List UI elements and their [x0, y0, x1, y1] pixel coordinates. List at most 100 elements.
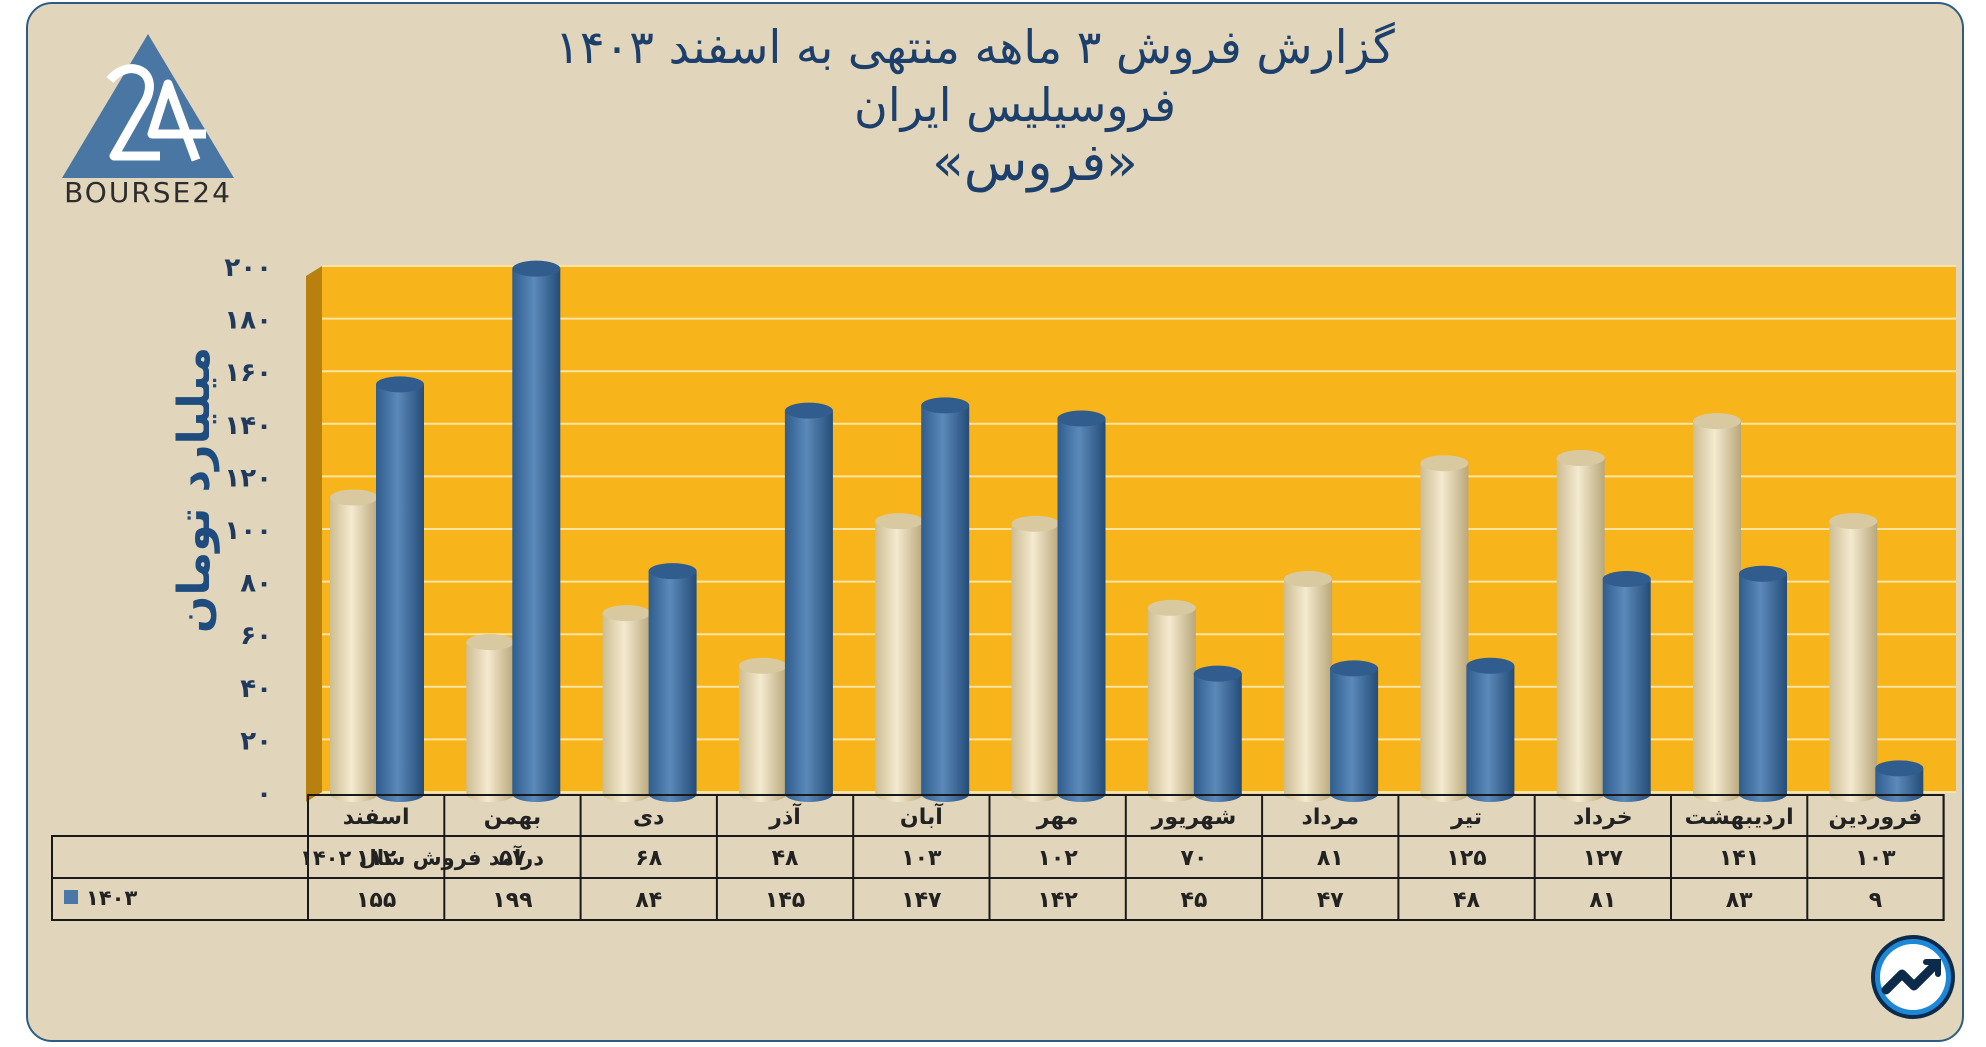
data-label-1403: ۴۸ [1453, 888, 1480, 913]
category-label: مهر [1036, 805, 1079, 830]
legend-1402-name: درآمد فروش سال ۱۴۰۲ [300, 845, 544, 870]
bar-1402-top [466, 634, 515, 651]
data-label-1402: ۱۰۳ [1855, 846, 1896, 871]
bar-1402-body [1011, 523, 1060, 802]
bar-1403 [1602, 570, 1651, 802]
bar-1402-body [1829, 521, 1878, 802]
category-label: آذر [768, 802, 801, 830]
data-label-1402: ۷۰ [1181, 846, 1208, 871]
bar-1402-body [466, 642, 515, 802]
bar-1403-top [1193, 665, 1242, 682]
data-label-1403: ۱۴۲ [1038, 888, 1079, 913]
y-tick-label: ۸۰ [240, 569, 272, 599]
category-label: آبان [900, 802, 943, 830]
data-label-1402: ۴۸ [772, 846, 799, 871]
data-label-1402: ۱۱۲ [356, 846, 397, 871]
bar-1402-top [330, 489, 378, 506]
data-label-1403: ۴۷ [1317, 888, 1344, 913]
data-label-1402: ۶۸ [635, 846, 662, 871]
logo-text: BOURSE24 [64, 176, 232, 209]
data-label-1403: ۸۳ [1726, 888, 1753, 913]
bar-1403-body [376, 384, 424, 802]
bar-1403-top [921, 397, 970, 414]
y-tick-label: ۱۲۰ [224, 463, 272, 493]
bar-1402-body [875, 521, 924, 802]
bar-1403-body [1193, 673, 1242, 802]
bar-1402-top [1829, 513, 1878, 530]
legend-1403-swatch [64, 890, 78, 904]
data-label-1403: ۸۴ [635, 888, 662, 913]
bar-1402 [1556, 449, 1605, 802]
bar-1402 [1693, 413, 1741, 802]
legend-1403-name: ۱۴۰۳ [86, 886, 137, 910]
y-tick-label: ۲۰۰ [224, 253, 272, 283]
title-line-1: گزارش فروش ۳ ماهه منتهی به اسفند ۱۴۰۳ [555, 20, 1395, 74]
bar-1402 [875, 513, 924, 802]
y-tick-label: ۰ [256, 779, 272, 809]
category-label: تیر [1450, 805, 1482, 830]
data-label-1402: ۵۷ [499, 846, 526, 871]
y-tick-label: ۱۰۰ [224, 516, 272, 546]
bar-1403-top [648, 563, 697, 580]
bar-1402-body [1693, 421, 1741, 802]
bar-1402 [1011, 515, 1060, 802]
bar-1403 [921, 397, 970, 802]
data-label-1403: ۹ [1869, 888, 1882, 913]
data-label-1402: ۱۰۲ [1038, 846, 1079, 871]
bar-1403 [376, 376, 424, 802]
category-label: اسفند [343, 805, 410, 830]
y-tick-label: ۴۰ [240, 674, 272, 704]
report-title: گزارش فروش ۳ ماهه منتهی به اسفند ۱۴۰۳ فر… [28, 18, 1962, 192]
bar-1403-top [512, 260, 561, 277]
bar-1402-body [738, 665, 787, 802]
bar-1402-top [1556, 449, 1605, 466]
y-tick-label: ۶۰ [240, 621, 272, 651]
bar-1403 [784, 402, 833, 802]
bar-1402 [1284, 570, 1333, 802]
trend-badge-icon [1871, 935, 1955, 1019]
category-label: شهریور [1151, 805, 1237, 830]
bar-1402-body [1556, 457, 1605, 802]
bar-1403-body [1739, 573, 1787, 802]
bar-1402 [602, 605, 651, 802]
category-label: اردیبهشت [1685, 805, 1794, 830]
data-label-1402: ۱۲۷ [1583, 846, 1624, 871]
bar-1403 [1330, 660, 1379, 802]
bar-1403 [1466, 657, 1515, 802]
bar-1402-top [1420, 455, 1469, 472]
bar-1402-top [1011, 515, 1060, 532]
bar-1403 [1193, 665, 1242, 802]
data-label-1403: ۸۱ [1589, 888, 1616, 913]
data-label-1403: ۱۵۵ [356, 888, 396, 913]
bar-1402-top [1693, 413, 1741, 430]
bar-1402 [1829, 513, 1878, 802]
bar-1402 [1147, 599, 1196, 802]
bar-1402 [1420, 455, 1469, 802]
bar-1403-body [1330, 668, 1379, 802]
y-tick-label: ۱۶۰ [224, 358, 272, 388]
bar-1402 [738, 657, 787, 802]
bar-1403-body [512, 268, 561, 802]
category-label: خرداد [1573, 805, 1633, 830]
bar-1403 [1875, 760, 1924, 802]
bar-1403-top [784, 402, 833, 419]
bar-1402-top [1284, 570, 1333, 587]
data-label-1403: ۴۵ [1181, 888, 1208, 913]
bar-1403-body [921, 405, 970, 802]
bar-1403-body [1466, 665, 1515, 802]
data-label-1403: ۱۴۷ [901, 888, 942, 913]
bar-1403 [648, 563, 697, 802]
bar-1403-top [1739, 565, 1787, 582]
bar-1402-body [330, 497, 378, 802]
plot-side-wall [306, 266, 322, 802]
bar-1402-top [1147, 599, 1196, 616]
title-line-2: فروسیلیس ایران [854, 78, 1176, 132]
bar-1403-top [1330, 660, 1379, 677]
bar-1403-body [1602, 578, 1651, 802]
bar-1402-body [1420, 463, 1469, 802]
y-tick-label: ۱۸۰ [224, 306, 272, 336]
category-label: بهمن [484, 805, 541, 830]
bar-1403-body [1875, 768, 1924, 802]
bar-1402-top [875, 513, 924, 530]
